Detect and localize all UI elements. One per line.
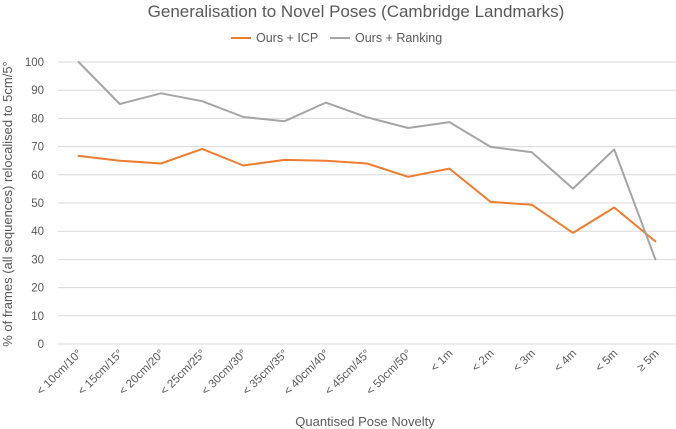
y-axis-ticks: 0 10 20 30 40 50 60 70 80 90 100 — [25, 57, 44, 351]
x-tick-label: < 4m — [552, 348, 579, 375]
y-tick-label: 80 — [31, 113, 44, 125]
x-tick-label: ≥ 5m — [635, 348, 662, 375]
x-tick-label: < 5m — [594, 348, 621, 375]
y-tick-label: 100 — [25, 57, 44, 69]
series-line-ours-ranking — [77, 61, 657, 261]
y-tick-label: 50 — [31, 198, 44, 210]
x-tick-label: < 2m — [470, 348, 497, 375]
x-axis-ticks: < 10cm/10°< 15cm/15°< 20cm/20°< 25cm/25°… — [35, 348, 662, 398]
x-axis-label: Quantised Pose Novelty — [295, 414, 435, 429]
legend: Ours + ICP Ours + Ranking — [231, 31, 442, 45]
y-tick-label: 60 — [31, 170, 44, 182]
y-tick-label: 90 — [31, 85, 44, 97]
x-tick-label: < 3m — [511, 348, 538, 375]
series-lines — [77, 61, 657, 261]
y-tick-label: 40 — [31, 226, 44, 238]
x-tick-label: < 1m — [429, 348, 456, 375]
chart-title: Generalisation to Novel Poses (Cambridge… — [148, 2, 565, 21]
legend-label: Ours + Ranking — [355, 31, 442, 45]
y-tick-label: 70 — [31, 142, 44, 154]
series-line-ours-icp — [77, 147, 657, 243]
y-tick-label: 10 — [31, 311, 44, 323]
legend-label: Ours + ICP — [256, 31, 318, 45]
gridlines — [58, 61, 676, 345]
y-tick-label: 30 — [31, 254, 44, 266]
y-tick-label: 0 — [38, 339, 44, 351]
y-tick-label: 20 — [31, 283, 44, 295]
y-axis-label: % of frames (all sequences) relocalised … — [0, 61, 15, 347]
